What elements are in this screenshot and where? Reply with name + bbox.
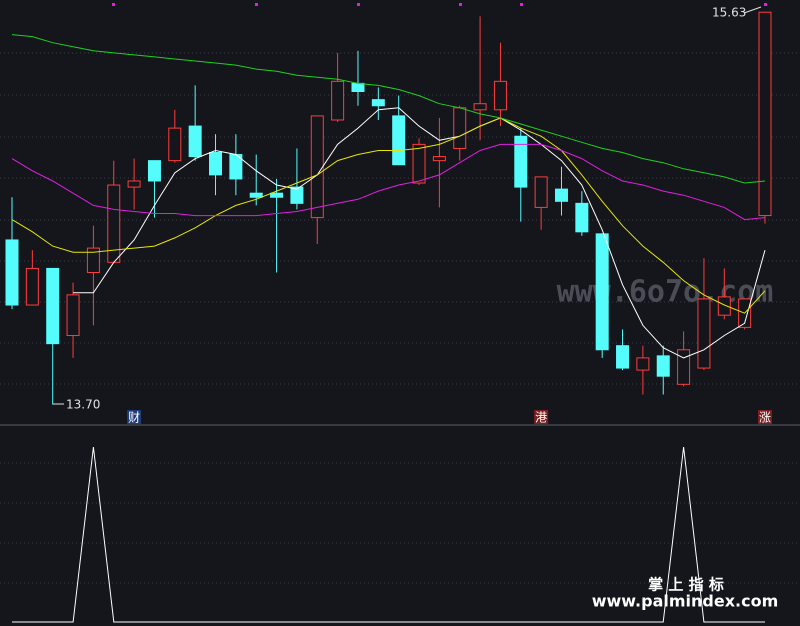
- candle-body: [310, 115, 324, 219]
- candle-body: [554, 188, 568, 202]
- candle-body: [656, 355, 670, 377]
- candle-body: [188, 125, 202, 158]
- ma-line: [11, 34, 766, 184]
- candle-body: [636, 357, 650, 371]
- candle-body: [46, 267, 60, 345]
- candle-body: [168, 127, 182, 162]
- plot: 财港涨: [5, 11, 772, 623]
- indicator-line: [12, 446, 765, 623]
- candle-body: [392, 115, 406, 166]
- candle-body: [677, 349, 691, 385]
- candle-body: [270, 192, 284, 198]
- high-arrow: [743, 6, 762, 14]
- candle-body: [717, 296, 731, 316]
- candle-body: [209, 152, 223, 176]
- low-label: 13.70: [66, 398, 100, 412]
- marker: 财: [128, 411, 140, 425]
- candle-body: [453, 107, 467, 149]
- candle-body: [616, 345, 630, 369]
- ma-line: [11, 143, 766, 221]
- candle-body: [127, 180, 141, 188]
- candle-body: [758, 11, 772, 217]
- candle-body: [493, 80, 507, 111]
- candle-body: [249, 192, 263, 198]
- high-label: 15.63: [712, 6, 746, 20]
- marker: 涨: [759, 410, 771, 425]
- candle-body: [575, 202, 589, 233]
- candle-body: [371, 99, 385, 107]
- candle-body: [351, 82, 365, 93]
- marker-box: [758, 410, 772, 424]
- candle-body: [331, 80, 345, 121]
- candle-body: [25, 267, 39, 306]
- candle-body: [697, 298, 711, 369]
- candle-body: [147, 160, 161, 182]
- candle-body: [534, 176, 548, 208]
- marker-box: [127, 410, 142, 424]
- candle-body: [290, 186, 304, 204]
- candle-body: [412, 143, 426, 184]
- candle-body: [514, 135, 528, 188]
- candle-body: [5, 239, 19, 306]
- brand-url: www.palmindex.com: [592, 592, 779, 611]
- ma-line: [11, 117, 766, 314]
- marker: 港: [535, 411, 547, 425]
- candle-body: [66, 294, 80, 337]
- ma-line: [73, 107, 766, 359]
- candle-body: [595, 233, 609, 351]
- marker-box: [534, 410, 549, 424]
- candle-body: [86, 247, 100, 273]
- candle-body: [432, 156, 446, 162]
- candle-body: [473, 103, 487, 111]
- watermark: www.6o7o.com: [557, 275, 774, 310]
- brand: 掌 上 指 标: [648, 576, 724, 594]
